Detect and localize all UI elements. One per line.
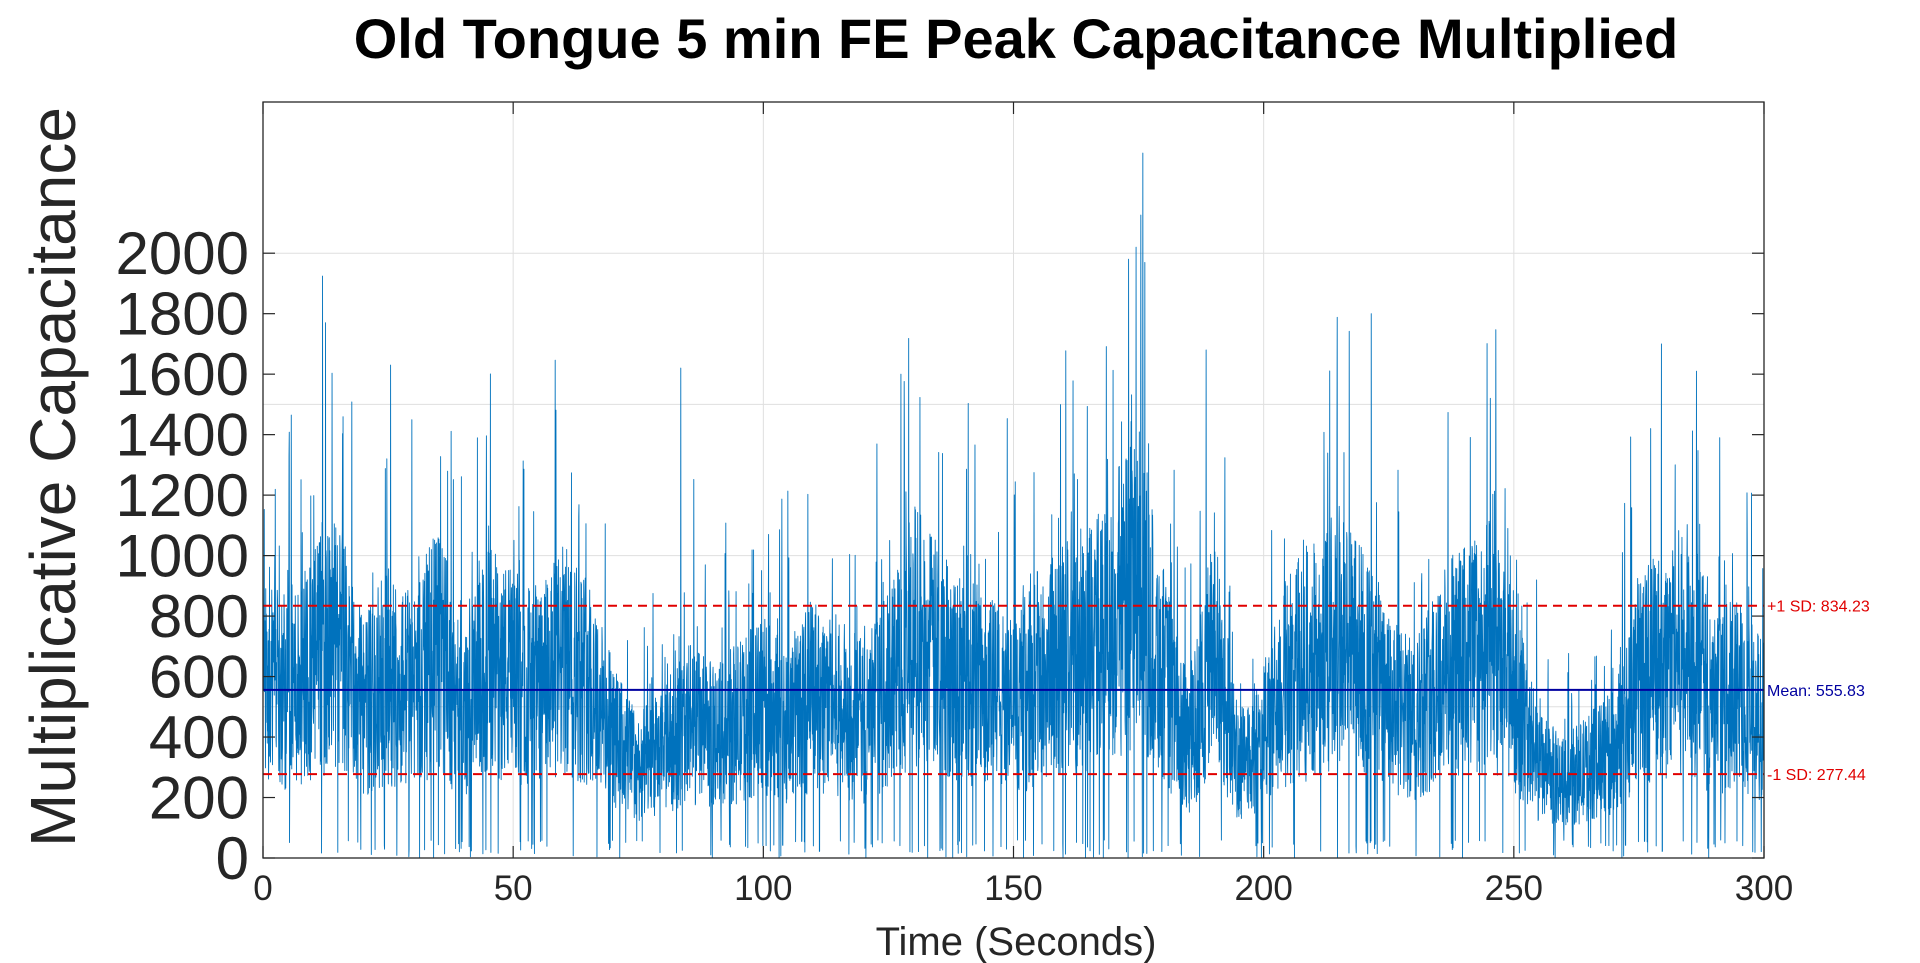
x-tick-label: 0	[253, 869, 272, 908]
x-tick-label: 250	[1485, 869, 1543, 908]
y-tick-label: 1200	[116, 462, 249, 529]
signal-trace	[262, 152, 1765, 859]
x-tick-label: 200	[1234, 869, 1292, 908]
y-tick-label: 800	[149, 583, 249, 650]
axis-ticks: 0 50 100 150 200 250 3000200400600800100012001…	[116, 102, 1793, 908]
y-tick-label: 1400	[116, 402, 249, 469]
y-tick-label: 2000	[116, 220, 249, 287]
signal-line	[262, 152, 1765, 859]
minus-sd-annotation: -1 SD: 277.44	[1767, 767, 1866, 784]
y-tick-label: 400	[149, 704, 249, 771]
chart-title: Old Tongue 5 min FE Peak Capacitance Mul…	[354, 7, 1679, 70]
x-tick-label: 50	[494, 869, 533, 908]
y-tick-label: 1000	[116, 523, 249, 590]
plus-sd-annotation: +1 SD: 834.23	[1767, 599, 1870, 616]
y-axis-label: Multiplicative Capacitance	[17, 107, 89, 847]
x-tick-label: 100	[734, 869, 792, 908]
y-tick-label: 1800	[116, 281, 249, 348]
statistic-lines	[263, 604, 1764, 776]
y-tick-label: 0	[216, 825, 249, 892]
x-tick-label: 300	[1735, 869, 1793, 908]
y-tick-label: 600	[149, 644, 249, 711]
x-axis-label: Time (Seconds)	[876, 920, 1157, 963]
mean-annotation: Mean: 555.83	[1767, 683, 1865, 700]
y-tick-label: 1600	[116, 341, 249, 408]
y-tick-label: 200	[149, 765, 249, 832]
x-tick-label: 150	[984, 869, 1042, 908]
